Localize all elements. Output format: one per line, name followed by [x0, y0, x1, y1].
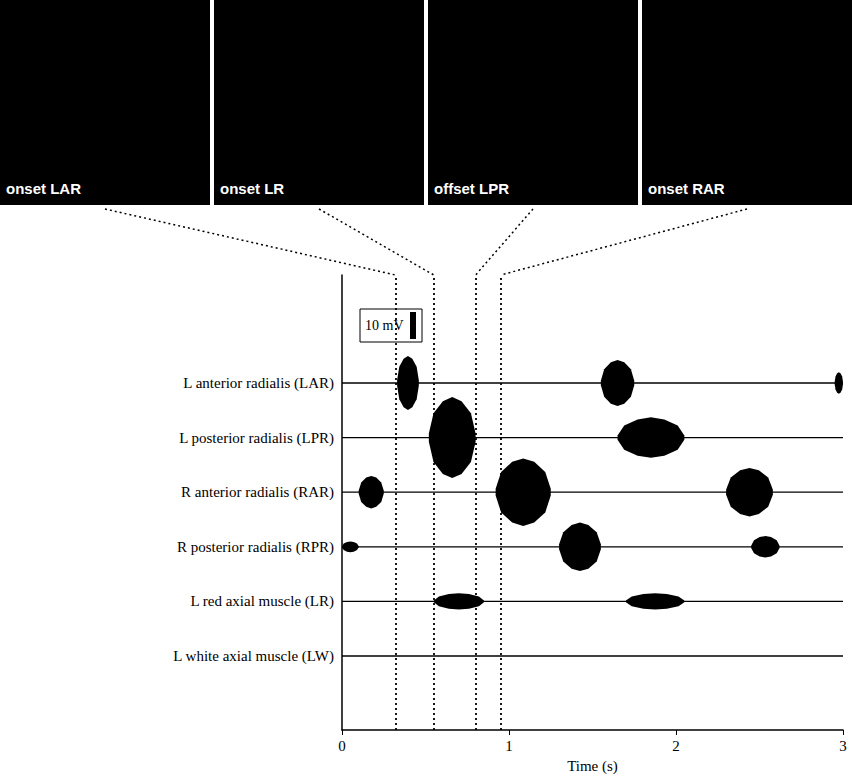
svg-text:10 mV: 10 mV	[365, 318, 404, 333]
svg-text:L posterior radialis (LPR): L posterior radialis (LPR)	[179, 430, 334, 447]
svg-text:3: 3	[839, 738, 847, 754]
svg-text:R anterior radialis (RAR): R anterior radialis (RAR)	[181, 484, 334, 501]
svg-text:onset RAR: onset RAR	[648, 180, 725, 197]
svg-text:L red axial muscle (LR): L red axial muscle (LR)	[190, 593, 334, 610]
svg-text:onset LAR: onset LAR	[6, 180, 81, 197]
svg-text:L white axial muscle (LW): L white axial muscle (LW)	[173, 648, 334, 665]
svg-text:2: 2	[672, 738, 680, 754]
svg-text:Time (s): Time (s)	[567, 758, 618, 775]
svg-text:R posterior radialis (RPR): R posterior radialis (RPR)	[177, 539, 334, 556]
svg-text:onset LR: onset LR	[220, 180, 284, 197]
svg-text:0: 0	[338, 738, 346, 754]
svg-text:1: 1	[505, 738, 513, 754]
svg-text:offset LPR: offset LPR	[434, 180, 509, 197]
svg-text:L anterior radialis (LAR): L anterior radialis (LAR)	[183, 375, 334, 392]
